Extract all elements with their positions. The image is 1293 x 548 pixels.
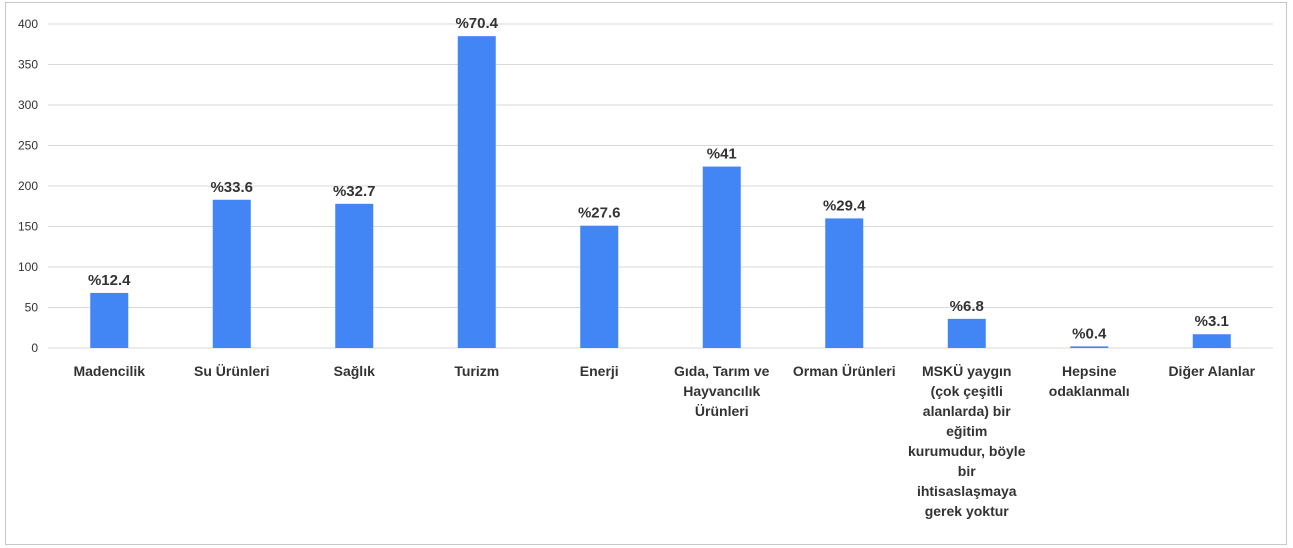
y-tick-label: 250: [18, 139, 38, 153]
category-label: Su Ürünleri: [194, 363, 269, 379]
y-tick-label: 150: [18, 220, 38, 234]
bar: [335, 203, 374, 348]
data-label: %27.6: [578, 205, 621, 222]
y-tick-label: 200: [18, 179, 38, 193]
category-label: Hepsine odaklanmalı: [1049, 363, 1130, 399]
y-tick-label: 50: [25, 301, 39, 315]
data-label: %32.7: [333, 183, 376, 200]
data-label: %33.6: [210, 179, 253, 196]
y-tick-label: 350: [18, 58, 38, 72]
data-label: %70.4: [455, 15, 498, 32]
category-label: MSKÜ yaygın (çok çeşitli alanlarda) bir eği…: [908, 363, 1026, 519]
category-label: Diğer Alanlar: [1168, 363, 1255, 379]
bar: [90, 292, 129, 348]
bar: [212, 199, 251, 348]
bar: [580, 225, 619, 348]
category-label: Enerji: [580, 363, 619, 379]
category-label: Sağlık: [334, 363, 375, 379]
category-labels: Madencilik Su Ürünleri Sağlık Turizm Enerji G…: [73, 363, 1255, 519]
category-label: Gıda, Tarım ve Hayvancılık Ürünleri: [674, 363, 770, 419]
bar: [1070, 346, 1109, 348]
category-label: Turizm: [454, 363, 499, 379]
bar: [825, 218, 864, 348]
data-label: %0.4: [1072, 325, 1107, 342]
data-label: %12.4: [88, 272, 131, 289]
data-label: %3.1: [1195, 313, 1229, 330]
data-label: %29.4: [823, 197, 866, 214]
y-axis-ticks: 0 50 100 150 200 250 300 350 400: [18, 17, 38, 355]
bar: [702, 166, 741, 348]
y-tick-label: 300: [18, 98, 38, 112]
data-labels: %12.4 %33.6 %32.7 %70.4 %27.6 %41 %29.4 %6.8 %0.…: [88, 15, 1229, 342]
category-label: Madencilik: [73, 363, 145, 379]
bars: [90, 36, 1231, 349]
category-label: Orman Ürünleri: [793, 363, 896, 379]
bar: [1192, 334, 1231, 348]
data-label: %41: [707, 146, 737, 163]
bar: [947, 318, 986, 348]
gridlines: [48, 23, 1273, 349]
y-tick-label: 100: [18, 260, 38, 274]
bar: [457, 36, 496, 349]
y-tick-label: 0: [31, 341, 38, 355]
y-tick-label: 400: [18, 17, 38, 31]
data-label: %6.8: [950, 298, 984, 315]
